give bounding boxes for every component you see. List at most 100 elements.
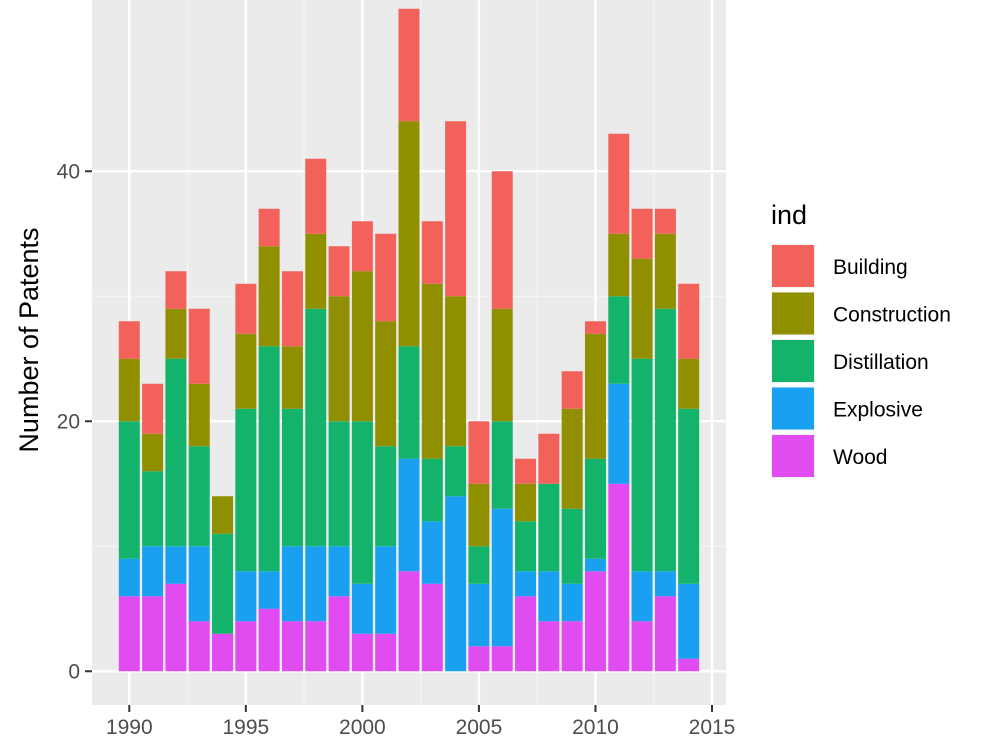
- bar-construction-2001: [375, 321, 397, 447]
- y-tick-label: 20: [57, 410, 80, 433]
- bar-building-2006: [491, 171, 513, 309]
- bar-wood-2013: [654, 596, 676, 672]
- legend-label-explosive: Explosive: [833, 399, 923, 422]
- bar-explosive-2003: [421, 521, 443, 584]
- bar-wood-2007: [515, 596, 537, 672]
- bar-construction-2009: [561, 408, 583, 509]
- x-tick-label: 2005: [456, 716, 503, 739]
- bar-construction-1994: [212, 496, 234, 534]
- legend-title: ind: [771, 200, 807, 230]
- bar-wood-1990: [118, 596, 140, 672]
- legend-label-distillation: Distillation: [833, 351, 929, 374]
- legend-swatch-building: [772, 245, 814, 287]
- x-tick-label: 2015: [689, 716, 736, 739]
- bar-explosive-1998: [305, 546, 327, 622]
- bar-distillation-2007: [515, 521, 537, 572]
- x-tick-label: 2000: [339, 716, 386, 739]
- bar-building-2008: [538, 433, 560, 484]
- bar-explosive-1995: [235, 571, 257, 622]
- bar-construction-2007: [515, 483, 537, 522]
- bar-building-2002: [398, 8, 420, 122]
- bar-distillation-1990: [118, 421, 140, 559]
- legend-swatch-wood: [772, 435, 814, 477]
- bar-building-2005: [468, 421, 490, 484]
- bar-wood-1994: [212, 633, 234, 672]
- bar-wood-1997: [281, 621, 303, 672]
- bar-distillation-2009: [561, 508, 583, 584]
- bar-explosive-2001: [375, 546, 397, 634]
- bar-wood-1999: [328, 596, 350, 672]
- bars: [118, 8, 700, 672]
- bar-construction-2006: [491, 308, 513, 422]
- bar-wood-2012: [631, 621, 653, 672]
- legend-swatch-distillation: [772, 340, 814, 382]
- bar-construction-2010: [584, 333, 606, 459]
- bar-building-2010: [584, 321, 606, 334]
- bar-construction-1993: [188, 383, 210, 447]
- bar-distillation-2000: [351, 421, 373, 584]
- bar-building-1995: [235, 283, 257, 334]
- y-tick-label: 0: [68, 660, 80, 683]
- bar-wood-2010: [584, 571, 606, 672]
- legend-label-building: Building: [833, 256, 908, 279]
- bar-explosive-2011: [608, 383, 630, 484]
- bar-distillation-2005: [468, 546, 490, 584]
- bar-wood-1992: [165, 583, 187, 672]
- x-tick-label: 1990: [106, 716, 153, 739]
- bar-distillation-2012: [631, 358, 653, 572]
- bar-wood-2002: [398, 571, 420, 672]
- x-tick-label: 1995: [222, 716, 269, 739]
- bar-building-1996: [258, 208, 280, 247]
- bar-distillation-1997: [281, 408, 303, 547]
- bar-construction-2013: [654, 233, 676, 309]
- legend: Building Construction Distillation Explosiv…: [771, 244, 951, 478]
- bar-distillation-2006: [491, 421, 513, 509]
- bar-wood-2009: [561, 621, 583, 672]
- bar-distillation-1994: [212, 533, 234, 634]
- bar-distillation-1999: [328, 421, 350, 547]
- bar-wood-2003: [421, 583, 443, 672]
- bar-distillation-2011: [608, 296, 630, 384]
- bar-construction-2011: [608, 233, 630, 297]
- bar-construction-2003: [421, 283, 443, 459]
- bar-building-1999: [328, 246, 350, 297]
- bar-construction-1992: [165, 308, 187, 359]
- bar-explosive-1996: [258, 571, 280, 609]
- bar-wood-1991: [142, 596, 164, 672]
- bar-building-1992: [165, 271, 187, 309]
- bar-explosive-2014: [678, 583, 700, 659]
- y-tick-label: 40: [57, 160, 80, 183]
- bar-explosive-2013: [654, 571, 676, 597]
- bar-wood-2006: [491, 646, 513, 672]
- bar-explosive-2009: [561, 583, 583, 622]
- bar-construction-2014: [678, 358, 700, 409]
- bar-explosive-1999: [328, 546, 350, 597]
- bar-distillation-1998: [305, 308, 327, 547]
- bar-distillation-2008: [538, 483, 560, 572]
- bar-construction-1995: [235, 333, 257, 409]
- bar-distillation-2010: [584, 458, 606, 559]
- bar-distillation-2014: [678, 408, 700, 584]
- bar-building-2012: [631, 208, 653, 259]
- bar-distillation-2001: [375, 446, 397, 547]
- y-axis-title: Number of Patents: [14, 227, 44, 452]
- bar-wood-1996: [258, 608, 280, 672]
- bar-explosive-2007: [515, 571, 537, 597]
- bar-construction-1999: [328, 296, 350, 422]
- bar-wood-2005: [468, 646, 490, 672]
- bar-construction-1990: [118, 358, 140, 422]
- bar-explosive-2000: [351, 583, 373, 634]
- bar-explosive-2008: [538, 571, 560, 622]
- bar-distillation-1995: [235, 408, 257, 572]
- bar-explosive-1992: [165, 546, 187, 584]
- bar-building-2011: [608, 133, 630, 234]
- bar-distillation-1996: [258, 346, 280, 572]
- bar-explosive-1991: [142, 546, 164, 597]
- bar-explosive-2002: [398, 458, 420, 572]
- bar-construction-1991: [142, 433, 164, 472]
- bar-building-1993: [188, 308, 210, 384]
- bar-wood-2001: [375, 633, 397, 672]
- bar-distillation-2002: [398, 346, 420, 459]
- bar-wood-2011: [608, 483, 630, 672]
